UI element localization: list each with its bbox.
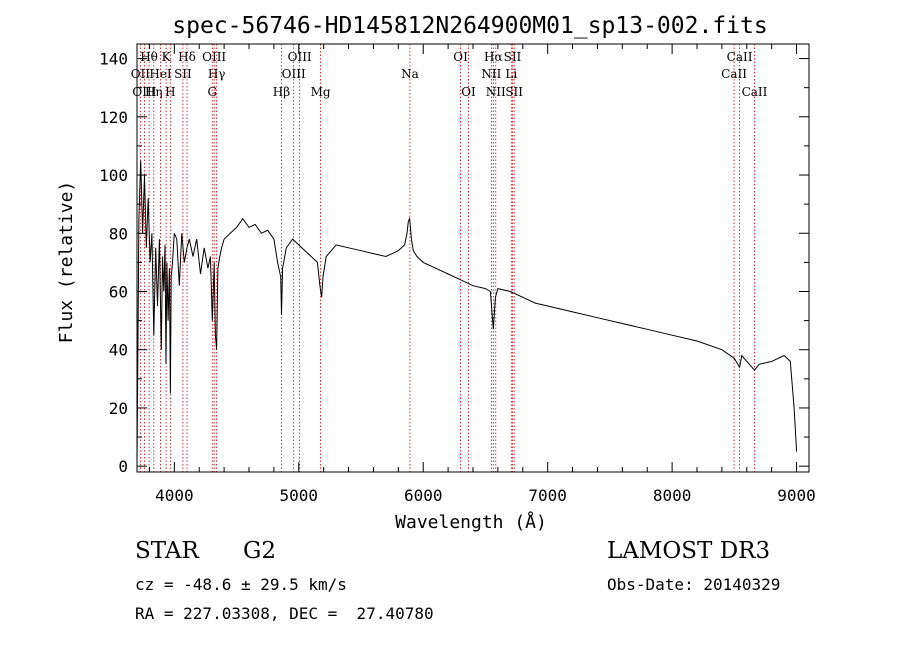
line-label: OIII (288, 50, 312, 64)
x-tick-label: 4000 (155, 486, 194, 505)
line-label: Hδ (178, 50, 196, 64)
y-tick-label: 140 (99, 50, 128, 69)
line-label: OIII (132, 85, 156, 99)
line-label: Hγ (208, 67, 226, 81)
line-label: OI (453, 50, 468, 64)
y-tick-label: 60 (109, 282, 128, 301)
coordinates: RA = 227.03308, DEC = 27.40780 (135, 604, 434, 623)
y-tick-label: 120 (99, 108, 128, 127)
obs-date: Obs-Date: 20140329 (607, 575, 781, 594)
line-label: SII (174, 67, 192, 81)
x-tick-label: 8000 (653, 486, 692, 505)
line-label: CaII (721, 67, 747, 81)
line-label: Hβ (273, 85, 290, 99)
line-label: Hα (484, 50, 503, 64)
line-label: K (162, 50, 172, 64)
line-label: Mg (311, 85, 331, 99)
spectral-line-markers (139, 44, 755, 472)
line-label: G (207, 85, 217, 99)
line-label: Na (401, 67, 419, 81)
line-label: CaII (727, 50, 753, 64)
y-axis-label: Flux (relative) (56, 181, 77, 344)
y-tick-label: 20 (109, 399, 128, 418)
line-label: NII (486, 85, 506, 99)
line-label: Hθ (140, 50, 158, 64)
y-tick-label: 80 (109, 224, 128, 243)
line-label: OI (461, 85, 476, 99)
x-tick-label: 5000 (280, 486, 319, 505)
y-tick-label: 40 (109, 341, 128, 360)
redshift-readout: cz = -48.6 ± 29.5 km/s (135, 575, 347, 594)
line-label: HeI (149, 67, 172, 81)
y-tick-label: 100 (99, 166, 128, 185)
line-label: SII (504, 50, 522, 64)
object-subclass: G2 (243, 538, 277, 564)
survey-name: LAMOST DR3 (607, 538, 771, 564)
x-tick-label: 7000 (528, 486, 567, 505)
line-label: CaII (742, 85, 768, 99)
plot-frame (136, 43, 810, 473)
line-label: OII (131, 67, 151, 81)
line-label: Li (505, 67, 517, 81)
line-label: Hη (145, 85, 163, 99)
line-label: SII (505, 85, 523, 99)
line-label: OIII (282, 67, 306, 81)
y-axis-ticks: 0 20 40 60 80 100 120 140 (99, 50, 809, 476)
chart-title: spec-56746-HD145812N264900M01_sp13-002.f… (172, 13, 767, 39)
line-label: H (165, 85, 175, 99)
object-class: STAR (135, 538, 199, 564)
spectrum-line (136, 160, 798, 467)
x-tick-label: 9000 (777, 486, 816, 505)
line-label: NII (481, 67, 501, 81)
x-tick-label: 6000 (404, 486, 443, 505)
x-axis-ticks: 4000 5000 6000 7000 8000 9000 (148, 44, 816, 505)
x-axis-label: Wavelength (Å) (395, 511, 547, 533)
line-label: OIII (202, 50, 226, 64)
y-tick-label: 0 (118, 457, 128, 476)
